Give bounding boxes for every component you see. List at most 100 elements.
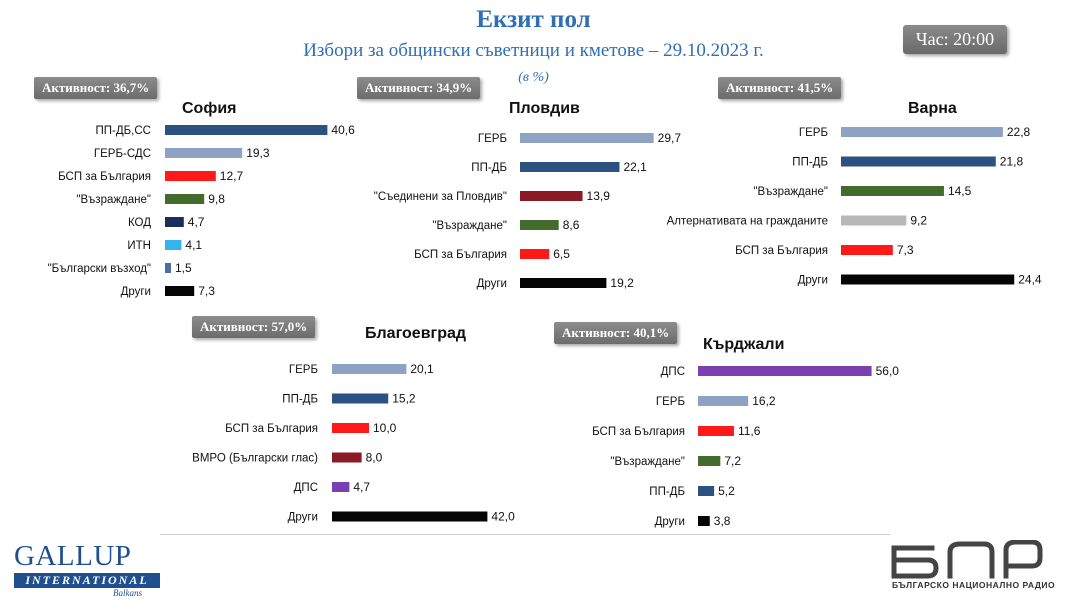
category-label: ПП-ДБ — [471, 162, 507, 174]
gallup-logo: GALLUP INTERNATIONAL Balkans — [14, 541, 160, 598]
turnout-badge-kardzhali: Активност: 40,1% — [554, 322, 678, 344]
data-label: 8,0 — [366, 451, 383, 465]
bar — [165, 194, 205, 204]
category-label: "Съединени за Пловдив" — [374, 191, 507, 203]
data-label: 7,2 — [724, 454, 741, 468]
data-label: 11,6 — [738, 424, 761, 438]
gallup-logo-name: GALLUP — [14, 540, 132, 572]
bar — [698, 426, 734, 436]
category-label: ДПС — [661, 366, 685, 378]
category-label: Алтернативата на гражданите — [667, 216, 828, 228]
data-label: 40,6 — [331, 123, 355, 137]
data-label: 1,5 — [175, 261, 192, 275]
data-label: 29,7 — [658, 131, 682, 145]
data-label: 9,2 — [910, 214, 927, 228]
turnout-badge-sofia: Активност: 36,7% — [34, 77, 158, 99]
category-label: ГЕРБ — [478, 133, 507, 145]
bar — [520, 249, 550, 259]
bar — [841, 186, 944, 196]
bar — [520, 162, 620, 172]
category-label: БСП за България — [735, 245, 828, 257]
bar — [165, 125, 328, 135]
bnr-caption: БЪЛГАРСКО НАЦИОНАЛНО РАДИО — [892, 580, 1056, 590]
gallup-logo-sub: INTERNATIONAL — [14, 573, 160, 588]
chart-blagoevgrad: ГЕРБ 20,1 ПП-ДБ 15,2 БСП за България 10,0 ВМРО… — [192, 362, 515, 524]
category-label: БСП за България — [414, 249, 507, 261]
chart-title-blagoevgrad: Благоевград — [365, 325, 467, 342]
category-label: ДПС — [294, 482, 318, 494]
bar — [165, 286, 195, 296]
data-label: 4,7 — [188, 215, 205, 229]
bar — [698, 516, 710, 526]
category-label: Други — [655, 516, 685, 528]
bar — [165, 171, 216, 181]
chart-title-kardzhali: Кърджали — [703, 336, 785, 353]
footer-divider — [160, 534, 890, 535]
category-label: БСП за България — [225, 423, 318, 435]
category-label: ПП-ДБ,СС — [95, 125, 151, 137]
bar — [165, 148, 243, 158]
chart-sofia: ПП-ДБ,СС 40,6 ГЕРБ-СДС 19,3 БСП за България 1… — [48, 123, 355, 298]
data-label: 5,2 — [718, 484, 735, 498]
data-label: 3,8 — [714, 514, 731, 528]
category-label: ПП-ДБ — [792, 157, 828, 169]
bar — [332, 423, 369, 433]
data-label: 19,2 — [610, 276, 634, 290]
category-label: Други — [121, 286, 151, 298]
category-label: ПП-ДБ — [282, 394, 318, 406]
data-label: 4,7 — [353, 480, 370, 494]
bar — [698, 456, 721, 466]
bar — [332, 452, 362, 463]
data-label: 10,0 — [373, 421, 397, 435]
bar — [332, 511, 488, 522]
data-label: 22,8 — [1007, 125, 1031, 139]
category-label: КОД — [128, 217, 151, 229]
bar — [520, 220, 559, 230]
category-label: ГЕРБ — [656, 396, 685, 408]
chart-title-sofia: София — [182, 100, 237, 117]
category-label: "Български възход" — [48, 263, 151, 275]
category-label: ИТН — [127, 240, 151, 252]
data-label: 42,0 — [491, 510, 515, 524]
bar — [332, 393, 389, 404]
category-label: ГЕРБ — [799, 127, 828, 139]
chart-title-varna: Варна — [908, 100, 957, 117]
bar — [841, 274, 1015, 285]
data-label: 20,1 — [410, 362, 434, 376]
data-label: 4,1 — [185, 238, 202, 252]
bar — [841, 215, 907, 226]
category-label: "Възраждане" — [753, 186, 828, 198]
data-label: 7,3 — [198, 284, 215, 298]
data-label: 12,7 — [220, 169, 244, 183]
data-label: 7,3 — [897, 243, 914, 257]
turnout-badge-plovdiv: Активност: 34,9% — [357, 77, 481, 99]
bar — [520, 191, 583, 201]
data-label: 19,3 — [246, 146, 270, 160]
bar — [332, 364, 407, 374]
unit-label: (в %) — [518, 70, 549, 85]
data-label: 21,8 — [1000, 155, 1024, 169]
category-label: БСП за България — [58, 171, 151, 183]
bar — [165, 263, 171, 273]
data-label: 24,4 — [1018, 273, 1042, 287]
category-label: ПП-ДБ — [649, 486, 685, 498]
category-label: БСП за България — [592, 426, 685, 438]
bar — [698, 396, 749, 406]
bar — [841, 156, 996, 167]
turnout-badge-blagoevgrad: Активност: 57,0% — [192, 316, 316, 338]
category-label: Други — [477, 278, 507, 290]
bar — [332, 482, 350, 492]
bnr-logo-icon — [891, 540, 1043, 579]
page-title: Екзит пол — [476, 6, 591, 33]
data-label: 6,5 — [553, 247, 570, 261]
category-label: ГЕРБ-СДС — [94, 148, 151, 160]
bar — [165, 217, 184, 227]
data-label: 15,2 — [392, 392, 416, 406]
data-label: 9,8 — [208, 192, 225, 206]
data-label: 8,6 — [563, 218, 580, 232]
bar — [698, 366, 872, 376]
turnout-badge-varna: Активност: 41,5% — [718, 77, 842, 99]
gallup-logo-region: Balkans — [113, 588, 142, 598]
data-label: 16,2 — [752, 394, 776, 408]
category-label: "Възраждане" — [76, 194, 151, 206]
